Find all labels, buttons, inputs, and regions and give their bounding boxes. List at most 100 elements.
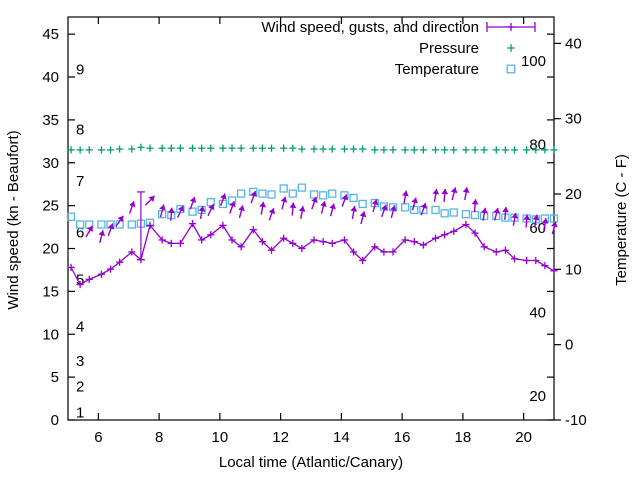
pressure-point	[371, 146, 379, 154]
wind-direction-arrow	[320, 200, 327, 214]
pressure-point	[267, 144, 276, 152]
wind-point	[188, 220, 197, 228]
temperature-point	[461, 210, 471, 219]
arrow-head-icon	[532, 214, 540, 221]
wind-point	[207, 231, 215, 239]
fahrenheit-label: 100	[521, 53, 546, 70]
legend-marker	[507, 44, 515, 52]
arrow-head-icon	[86, 225, 93, 232]
pressure-point	[532, 146, 540, 154]
series-pressure	[67, 143, 558, 154]
wind-point	[501, 246, 509, 254]
wind-direction-arrow	[402, 190, 409, 204]
legend-marker	[506, 64, 516, 74]
beaufort-label: 1	[76, 404, 84, 421]
arrow-head-icon	[259, 201, 266, 208]
wind-point	[176, 239, 184, 247]
pressure-point	[523, 146, 531, 154]
wind-direction-arrow	[541, 217, 549, 232]
arrow-head-icon	[268, 208, 276, 215]
arrow-head-icon	[320, 201, 327, 207]
legend-label: Temperature	[395, 61, 479, 78]
arrow-head-icon	[289, 202, 297, 209]
wind-direction-arrow	[471, 199, 479, 213]
temperature-point	[288, 189, 297, 198]
arrow-head-icon	[551, 221, 558, 228]
wind-point	[340, 236, 349, 244]
wind-point	[228, 236, 236, 244]
y-tick-label: 45	[42, 26, 59, 43]
wind-point	[480, 243, 488, 251]
wind-point	[380, 248, 388, 256]
pressure-point	[340, 145, 349, 153]
arrow-head-icon	[311, 196, 318, 204]
y-tick-label: 20	[42, 241, 59, 258]
pressure-point	[380, 146, 388, 154]
beaufort-label: 3	[76, 353, 84, 370]
wind-direction-arrow	[432, 188, 440, 202]
arrow-head-icon	[441, 188, 449, 195]
wind-point	[128, 248, 136, 256]
beaufort-label: 6	[76, 224, 84, 241]
wind-point	[492, 248, 500, 256]
temperature-point	[66, 212, 76, 221]
wind-point	[471, 229, 479, 237]
wind-direction-arrow	[189, 196, 197, 210]
pressure-point	[249, 144, 257, 152]
arrow-head-icon	[189, 196, 197, 204]
wind-direction-arrow	[268, 207, 276, 221]
wind-direction-arrow	[177, 205, 185, 218]
temperature-point	[127, 220, 136, 229]
pressure-point	[167, 144, 175, 152]
wind-direction-arrow	[144, 195, 156, 206]
pressure-point	[550, 146, 558, 154]
wind-direction-arrow	[159, 204, 166, 218]
wind-point	[280, 234, 288, 242]
arrow-head-icon	[390, 205, 397, 212]
wind-direction-arrow	[298, 205, 306, 220]
wind-direction-arrow	[229, 201, 236, 214]
arrow-head-icon	[511, 212, 519, 219]
pressure-point	[106, 146, 115, 154]
pressure-point	[85, 146, 93, 154]
pressure-point	[462, 146, 470, 154]
temperature-point	[309, 190, 319, 199]
wind-point	[419, 241, 427, 249]
x-tick-label: 12	[272, 429, 289, 446]
wind-point	[198, 236, 206, 244]
legend: Wind speed, gusts, and direction Pressure…	[261, 19, 536, 78]
pressure-point	[441, 146, 449, 154]
arrow-head-icon	[359, 211, 367, 218]
arrow-head-icon	[148, 195, 155, 202]
pressure-point	[419, 146, 427, 154]
temperature-point	[449, 208, 458, 217]
beaufort-label: 5	[76, 272, 84, 289]
temperature-point	[267, 190, 276, 199]
arrow-head-icon	[168, 207, 175, 214]
y-tick-label: 30	[42, 155, 59, 172]
arrow-head-icon	[198, 206, 206, 212]
pressure-point	[128, 145, 136, 153]
fahrenheit-label: 20	[529, 388, 546, 405]
arrow-head-icon	[117, 215, 124, 222]
temperature-point	[258, 189, 267, 198]
wind-direction-arrow	[551, 221, 558, 235]
arrow-head-icon	[250, 190, 257, 198]
y-tick-label: 25	[42, 198, 59, 215]
pressure-point	[289, 144, 297, 152]
wind-direction-arrow	[341, 194, 349, 207]
wind-point	[523, 256, 531, 265]
wind-point	[237, 243, 245, 251]
pressure-point	[450, 146, 458, 154]
wind-point	[158, 236, 166, 244]
wind-point	[267, 246, 276, 254]
wind-point	[67, 263, 75, 271]
x-tick-label: 6	[94, 429, 102, 446]
arrow-head-icon	[329, 203, 336, 210]
arrow-head-icon	[98, 230, 106, 237]
wind-direction-arrow	[441, 188, 449, 202]
wind-direction-arrow	[311, 196, 318, 210]
arrow-head-icon	[471, 199, 479, 205]
arrow-head-icon	[462, 187, 470, 193]
